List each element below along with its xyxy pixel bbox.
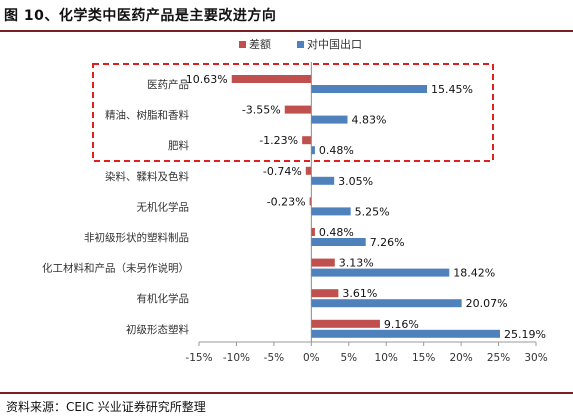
data-label-diff-5: 0.48%: [319, 226, 354, 239]
category-label-0: 医药产品: [147, 78, 189, 91]
bar-diff-7: [311, 289, 339, 298]
category-label-5: 非初级形状的塑料制品: [84, 231, 189, 244]
legend-label-0: 差额: [249, 37, 271, 51]
bar-diff-6: [311, 258, 335, 267]
bar-export-8: [311, 329, 500, 338]
bar-export-3: [311, 176, 335, 185]
x-tick-label-3: 0%: [303, 352, 320, 364]
category-label-8: 初级形态塑料: [126, 323, 189, 336]
legend: 差额 对中国出口: [239, 37, 362, 51]
data-label-export-7: 20.07%: [466, 297, 508, 310]
data-label-export-4: 5.25%: [355, 205, 390, 218]
data-label-diff-6: 3.13%: [339, 257, 374, 270]
legend-swatch-1: [297, 41, 304, 48]
bars-group: [231, 75, 500, 338]
data-label-diff-0: -10.63%: [182, 73, 228, 86]
data-label-export-6: 18.42%: [453, 267, 495, 280]
highlight-box: [92, 63, 494, 162]
x-tick-label-0: -15%: [185, 352, 212, 364]
bar-export-6: [311, 268, 450, 277]
category-label-6: 化工材料和产品（未另作说明）: [42, 262, 189, 275]
bar-export-7: [311, 299, 462, 308]
x-tick-label-4: 5%: [340, 352, 357, 364]
source-note: 资料来源：CEIC 兴业证券研究所整理: [6, 400, 206, 414]
x-tick-label-6: 15%: [412, 352, 435, 364]
bar-diff-8: [311, 319, 380, 328]
category-label-7: 有机化学品: [137, 292, 190, 305]
category-label-3: 染料、鞣料及色料: [105, 170, 189, 183]
data-label-diff-7: 3.61%: [342, 287, 377, 300]
bar-export-2: [311, 146, 315, 155]
data-label-diff-3: -0.74%: [263, 165, 302, 178]
data-label-export-0: 15.45%: [431, 83, 473, 96]
bar-export-4: [311, 207, 351, 216]
x-tick-label-9: 30%: [524, 352, 547, 364]
data-label-export-5: 7.26%: [370, 236, 405, 249]
category-label-1: 精油、树脂和香料: [105, 109, 189, 122]
legend-label-1: 对中国出口: [307, 37, 362, 51]
category-label-4: 无机化学品: [137, 200, 190, 213]
data-label-diff-4: -0.23%: [267, 195, 306, 208]
bar-diff-2: [302, 136, 312, 145]
bar-export-0: [311, 85, 428, 93]
x-tick-label-2: -5%: [264, 352, 284, 364]
data-label-export-8: 25.19%: [504, 328, 546, 341]
bar-export-1: [311, 115, 348, 124]
x-tick-label-1: -10%: [223, 352, 250, 364]
data-label-export-1: 4.83%: [352, 114, 387, 127]
x-axis: -15% -10% -5% 0% 5% 10% 15% 20% 25% 30%: [185, 62, 548, 364]
bar-diff-0: [231, 75, 312, 83]
bar-diff-4: [309, 197, 312, 206]
data-label-export-2: 0.48%: [319, 144, 354, 157]
bar-diff-1: [284, 105, 312, 114]
data-label-diff-1: -3.55%: [242, 104, 281, 117]
x-tick-label-5: 10%: [375, 352, 398, 364]
figure-title-bar: 图 10、化学类中医药产品是主要改进方向: [0, 0, 573, 32]
data-label-export-3: 3.05%: [338, 175, 373, 188]
data-label-diff-2: -1.23%: [259, 134, 298, 147]
x-tick-label-7: 20%: [449, 352, 472, 364]
chart: 差额 对中国出口 医药产品-10.63% 15.45% 精油、树脂和香料 -3.55% 4…: [42, 37, 548, 364]
bar-diff-3: [305, 166, 312, 175]
bar-export-5: [311, 238, 366, 246]
legend-swatch-0: [239, 41, 246, 48]
data-label-diff-8: 9.16%: [384, 318, 419, 331]
labels-group: 医药产品-10.63% 15.45% 精油、树脂和香料 -3.55% 4.83% 肥料 -1…: [42, 73, 546, 341]
x-tick-label-8: 25%: [487, 352, 510, 364]
category-label-2: 肥料: [168, 139, 189, 152]
figure-title: 图 10、化学类中医药产品是主要改进方向: [4, 8, 277, 24]
source-bar: 资料来源：CEIC 兴业证券研究所整理: [0, 392, 573, 417]
bar-diff-5: [311, 228, 315, 236]
